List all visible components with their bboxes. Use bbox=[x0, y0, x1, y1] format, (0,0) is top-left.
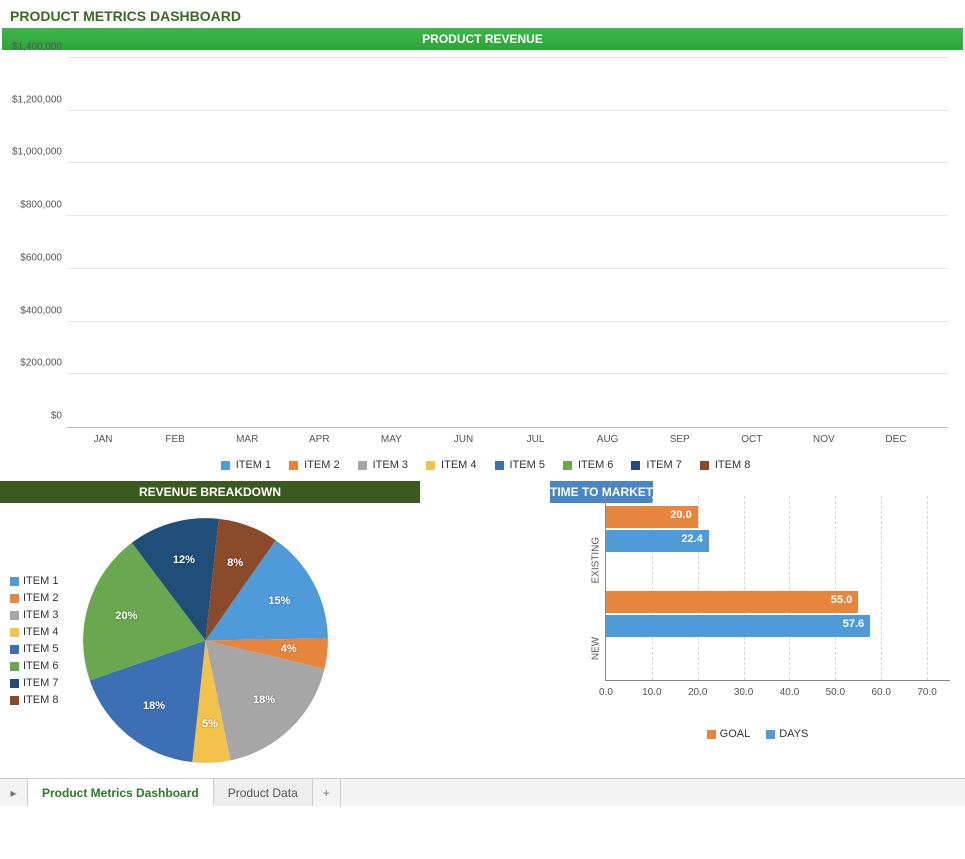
revenue-xlabel: JAN bbox=[94, 434, 113, 445]
sheet-tab-bar: ▸ Product Metrics DashboardProduct Data … bbox=[0, 778, 965, 806]
revenue-xlabel: DEC bbox=[885, 434, 906, 445]
ttm-bar-value: 57.6 bbox=[843, 618, 864, 630]
breakdown-legend-item: ITEM 3 bbox=[10, 609, 58, 621]
ttm-legend-item: DAYS bbox=[766, 728, 808, 740]
breakdown-legend-item: ITEM 2 bbox=[10, 592, 58, 604]
revenue-legend-item: ITEM 7 bbox=[625, 459, 681, 471]
revenue-ylabel: $0 bbox=[7, 411, 62, 422]
pie-label: 18% bbox=[253, 694, 275, 706]
revenue-legend-item: ITEM 1 bbox=[215, 459, 271, 471]
revenue-xlabel: JUN bbox=[454, 434, 473, 445]
ttm-xlabel: 30.0 bbox=[734, 687, 753, 698]
pie-label: 18% bbox=[143, 700, 165, 712]
revenue-xlabel: MAY bbox=[381, 434, 402, 445]
ttm-xlabel: 20.0 bbox=[688, 687, 707, 698]
ttm-bar: 20.0 bbox=[606, 506, 698, 528]
breakdown-legend-item: ITEM 6 bbox=[10, 660, 58, 672]
breakdown-legend-item: ITEM 1 bbox=[10, 575, 58, 587]
pie-label: 20% bbox=[115, 610, 137, 622]
revenue-xlabel: JUL bbox=[527, 434, 545, 445]
ttm-bar: 55.0 bbox=[606, 591, 858, 613]
ttm-bar-value: 55.0 bbox=[831, 594, 852, 606]
revenue-ylabel: $1,400,000 bbox=[7, 42, 62, 53]
ttm-category-label: NEW bbox=[591, 628, 602, 668]
ttm-bar-value: 22.4 bbox=[681, 533, 702, 545]
revenue-legend-item: ITEM 2 bbox=[283, 459, 339, 471]
time-to-market-legend: GOAL DAYS bbox=[550, 726, 965, 740]
sheet-tab[interactable]: Product Data bbox=[214, 779, 313, 806]
revenue-xlabel: AUG bbox=[597, 434, 619, 445]
ttm-xlabel: 10.0 bbox=[642, 687, 661, 698]
ttm-xlabel: 40.0 bbox=[780, 687, 799, 698]
revenue-legend-item: ITEM 3 bbox=[352, 459, 408, 471]
revenue-ylabel: $1,200,000 bbox=[7, 94, 62, 105]
revenue-breakdown-legend: ITEM 1 ITEM 2 ITEM 3 ITEM 4 ITEM 5 ITEM 6 ITEM… bbox=[0, 570, 58, 711]
revenue-xlabel: MAR bbox=[236, 434, 258, 445]
pie-label: 12% bbox=[173, 554, 195, 566]
pie-label: 8% bbox=[227, 557, 243, 569]
sheet-nav-prev[interactable]: ▸ bbox=[0, 779, 28, 806]
ttm-bar-value: 20.0 bbox=[670, 509, 691, 521]
pie-label: 15% bbox=[268, 595, 290, 607]
revenue-ylabel: $800,000 bbox=[7, 200, 62, 211]
pie-label: 4% bbox=[281, 643, 297, 655]
revenue-xlabel: OCT bbox=[741, 434, 762, 445]
breakdown-legend-item: ITEM 5 bbox=[10, 643, 58, 655]
revenue-xlabel: SEP bbox=[670, 434, 690, 445]
product-revenue-title: PRODUCT REVENUE bbox=[2, 28, 963, 50]
time-to-market-section: TIME TO MARKET 0.010.020.030.040.050.060… bbox=[550, 481, 965, 768]
revenue-ylabel: $400,000 bbox=[7, 305, 62, 316]
ttm-xlabel: 50.0 bbox=[826, 687, 845, 698]
ttm-legend-item: GOAL bbox=[707, 728, 751, 740]
revenue-breakdown-title: REVENUE BREAKDOWN bbox=[0, 481, 420, 503]
breakdown-legend-item: ITEM 7 bbox=[10, 677, 58, 689]
pie-label: 5% bbox=[202, 718, 218, 730]
sheet-add-button[interactable]: + bbox=[313, 779, 341, 807]
ttm-bar: 57.6 bbox=[606, 615, 870, 637]
page-title: PRODUCT METRICS DASHBOARD bbox=[0, 0, 965, 28]
revenue-legend-item: ITEM 8 bbox=[694, 459, 750, 471]
ttm-bar: 22.4 bbox=[606, 530, 709, 552]
breakdown-legend-item: ITEM 4 bbox=[10, 626, 58, 638]
revenue-ylabel: $600,000 bbox=[7, 252, 62, 263]
revenue-xlabel: FEB bbox=[165, 434, 184, 445]
time-to-market-chart: 0.0 10.0 20.0 30.0 40.0 50.0 60.0 70.0 EXISTING 2… bbox=[550, 481, 965, 726]
revenue-ylabel: $200,000 bbox=[7, 358, 62, 369]
product-revenue-section: PRODUCT REVENUE $0 $200,000 $400,000 $600,0… bbox=[2, 28, 963, 475]
ttm-category-label: EXISTING bbox=[591, 544, 602, 584]
product-revenue-chart: $0 $200,000 $400,000 $600,000 $800,000 $1,000… bbox=[2, 58, 963, 453]
breakdown-legend-item: ITEM 8 bbox=[10, 694, 58, 706]
product-revenue-legend: ITEM 1 ITEM 2 ITEM 3 ITEM 4 ITEM 5 ITEM 6 ITEM… bbox=[2, 453, 963, 475]
revenue-legend-item: ITEM 4 bbox=[420, 459, 476, 471]
ttm-xlabel: 60.0 bbox=[871, 687, 890, 698]
revenue-breakdown-pie: 15% 4% 18% 5% 18% 20% 12% 8% bbox=[78, 513, 333, 768]
revenue-legend-item: ITEM 5 bbox=[489, 459, 545, 471]
revenue-breakdown-section: REVENUE BREAKDOWN ITEM 1ITEM 2ITEM 3ITEM… bbox=[0, 481, 420, 768]
ttm-xlabel: 0.0 bbox=[599, 687, 613, 698]
sheet-tab[interactable]: Product Metrics Dashboard bbox=[28, 779, 214, 806]
revenue-xlabel: NOV bbox=[813, 434, 835, 445]
revenue-xlabel: APR bbox=[309, 434, 330, 445]
ttm-xlabel: 70.0 bbox=[917, 687, 936, 698]
revenue-legend-item: ITEM 6 bbox=[557, 459, 613, 471]
revenue-ylabel: $1,000,000 bbox=[7, 147, 62, 158]
